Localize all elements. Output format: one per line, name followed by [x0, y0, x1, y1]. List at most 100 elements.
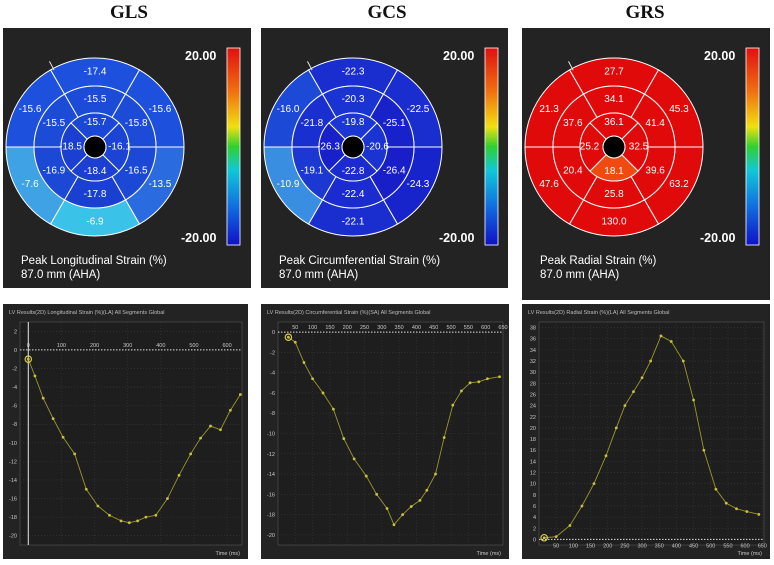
- data-point: [26, 357, 30, 361]
- bullseye-value-middle-3: -22.4: [342, 189, 365, 200]
- bullseye-caption-units: 87.0 mm (AHA): [21, 269, 100, 281]
- x-tick-label: 150: [586, 543, 595, 549]
- x-tick-label: 550: [464, 325, 473, 331]
- x-tick-label: 650: [758, 543, 767, 549]
- colorbar: [484, 47, 499, 246]
- start-marker: [540, 533, 548, 542]
- x-tick-label: 600: [741, 543, 750, 549]
- data-point: [451, 403, 455, 407]
- data-point: [614, 426, 618, 430]
- data-point: [154, 513, 158, 517]
- bullseye-value-outer-1: 45.3: [669, 104, 689, 115]
- bullseye-value-outer-5: -15.6: [19, 104, 42, 115]
- data-point: [136, 519, 140, 523]
- y-tick-label: 32: [530, 359, 536, 365]
- bullseye-center: [83, 135, 107, 159]
- x-tick-label: 250: [360, 325, 369, 331]
- gcs-bullseye-panel: -22.3 -22.5 -24.3 -22.1 -10.9 -16.0 -20.3 -25.1…: [261, 28, 508, 288]
- bullseye-value-middle-3: -17.8: [84, 189, 107, 200]
- y-tick-label: 2: [533, 526, 536, 532]
- y-tick-label: 0: [533, 537, 536, 543]
- data-point: [649, 359, 653, 363]
- start-marker: [284, 333, 293, 342]
- line-chart-title: LV Results(2D) Longitudinal Strain (%)(L…: [9, 310, 165, 316]
- bullseye-value-outer-2: 63.2: [669, 179, 689, 190]
- gcs-line-svg: LV Results(2D) Circumferential Strain (%…: [267, 310, 508, 557]
- bullseye-value-outer-4: 47.6: [539, 179, 559, 190]
- bullseye-value-inner-0: 36.1: [604, 117, 624, 128]
- y-tick-label: 38: [530, 326, 536, 332]
- bullseye-value-outer-5: -16.0: [277, 104, 300, 115]
- y-tick-label: 18: [530, 437, 536, 443]
- bullseye-value-inner-1: -16.1: [108, 142, 131, 153]
- data-point: [425, 488, 429, 492]
- bullseye-value-middle-2: -16.5: [125, 165, 148, 176]
- y-tick-label: 26: [530, 392, 536, 398]
- column-title-grs: GRS: [625, 2, 665, 23]
- data-point: [640, 376, 644, 380]
- x-axis-unit: Time (ms): [737, 551, 762, 557]
- gls-line-panel: LV Results(2D) Longitudinal Strain (%)(L…: [3, 304, 248, 559]
- colorbar-min-label: -20.00: [439, 231, 474, 245]
- x-tick-label: 100: [57, 343, 66, 349]
- x-tick-label: 500: [446, 325, 455, 331]
- gcs-line-panel: LV Results(2D) Circumferential Strain (%…: [261, 304, 509, 559]
- bullseye-value-outer-4: -7.6: [21, 179, 39, 190]
- bullseye-caption: Peak Circumferential Strain (%): [279, 255, 440, 267]
- colorbar-max-label: 20.00: [704, 49, 735, 63]
- line-chart-title: LV Results(2D) Circumferential Strain (%…: [267, 310, 430, 316]
- bullseye-value-outer-3: -6.9: [86, 217, 104, 228]
- data-point: [735, 507, 738, 511]
- data-point: [293, 340, 297, 344]
- bullseye-value-middle-0: -15.5: [84, 94, 107, 105]
- bullseye-value-middle-4: -19.1: [300, 165, 323, 176]
- data-point: [166, 497, 169, 500]
- data-point: [321, 391, 325, 395]
- y-tick-label: -6: [12, 404, 17, 410]
- bullseye-value-inner-2: 18.1: [604, 166, 624, 177]
- bullseye-value-middle-4: 20.4: [563, 165, 583, 176]
- data-point: [659, 334, 663, 338]
- y-tick-label: 30: [530, 370, 536, 376]
- bullseye-value-middle-4: -16.9: [42, 165, 65, 176]
- data-point: [486, 377, 489, 381]
- y-tick-label: 24: [530, 404, 536, 410]
- data-point: [375, 492, 379, 496]
- x-tick-label: 200: [343, 325, 352, 331]
- data-point: [385, 507, 389, 510]
- x-tick-label: 200: [603, 543, 612, 549]
- data-point: [144, 515, 148, 519]
- y-tick-label: -16: [9, 497, 17, 503]
- bullseye-value-inner-1: 32.5: [629, 142, 649, 153]
- bullseye-value-middle-0: -20.3: [342, 94, 365, 105]
- y-tick-label: 28: [530, 381, 536, 387]
- x-tick-label: 450: [429, 325, 438, 331]
- data-point: [311, 377, 315, 381]
- column-title-gls: GLS: [109, 2, 149, 23]
- gls-bullseye-panel: -17.4 -15.6 -13.5 -6.9 -7.6 -15.6 -15.5 -15.8 -1…: [3, 28, 251, 288]
- data-point: [119, 519, 123, 523]
- bullseye-marker: [568, 61, 574, 71]
- y-tick-label: 6: [533, 504, 536, 510]
- colorbar-max-label: 20.00: [185, 49, 216, 63]
- bullseye-value-middle-5: -15.5: [42, 118, 65, 129]
- y-tick-label: -4: [12, 385, 17, 391]
- data-point: [745, 510, 749, 513]
- data-point: [302, 361, 306, 364]
- y-tick-label: -8: [12, 422, 17, 428]
- y-tick-label: -4: [270, 371, 275, 377]
- bullseye-value-middle-0: 34.1: [604, 94, 624, 105]
- x-tick-label: 500: [189, 343, 198, 349]
- x-tick-label: 100: [569, 543, 578, 549]
- data-point: [108, 513, 111, 517]
- data-point: [757, 512, 761, 516]
- y-tick-label: -20: [9, 534, 17, 540]
- y-tick-label: 4: [533, 515, 536, 521]
- data-point: [714, 487, 718, 491]
- start-marker: [24, 355, 33, 363]
- x-tick-label: 300: [377, 325, 386, 331]
- y-tick-label: 0: [14, 348, 17, 354]
- bullseye-value-outer-4: -10.9: [277, 179, 300, 190]
- y-tick-label: 12: [530, 471, 536, 477]
- bullseye-value-middle-1: -25.1: [383, 118, 406, 129]
